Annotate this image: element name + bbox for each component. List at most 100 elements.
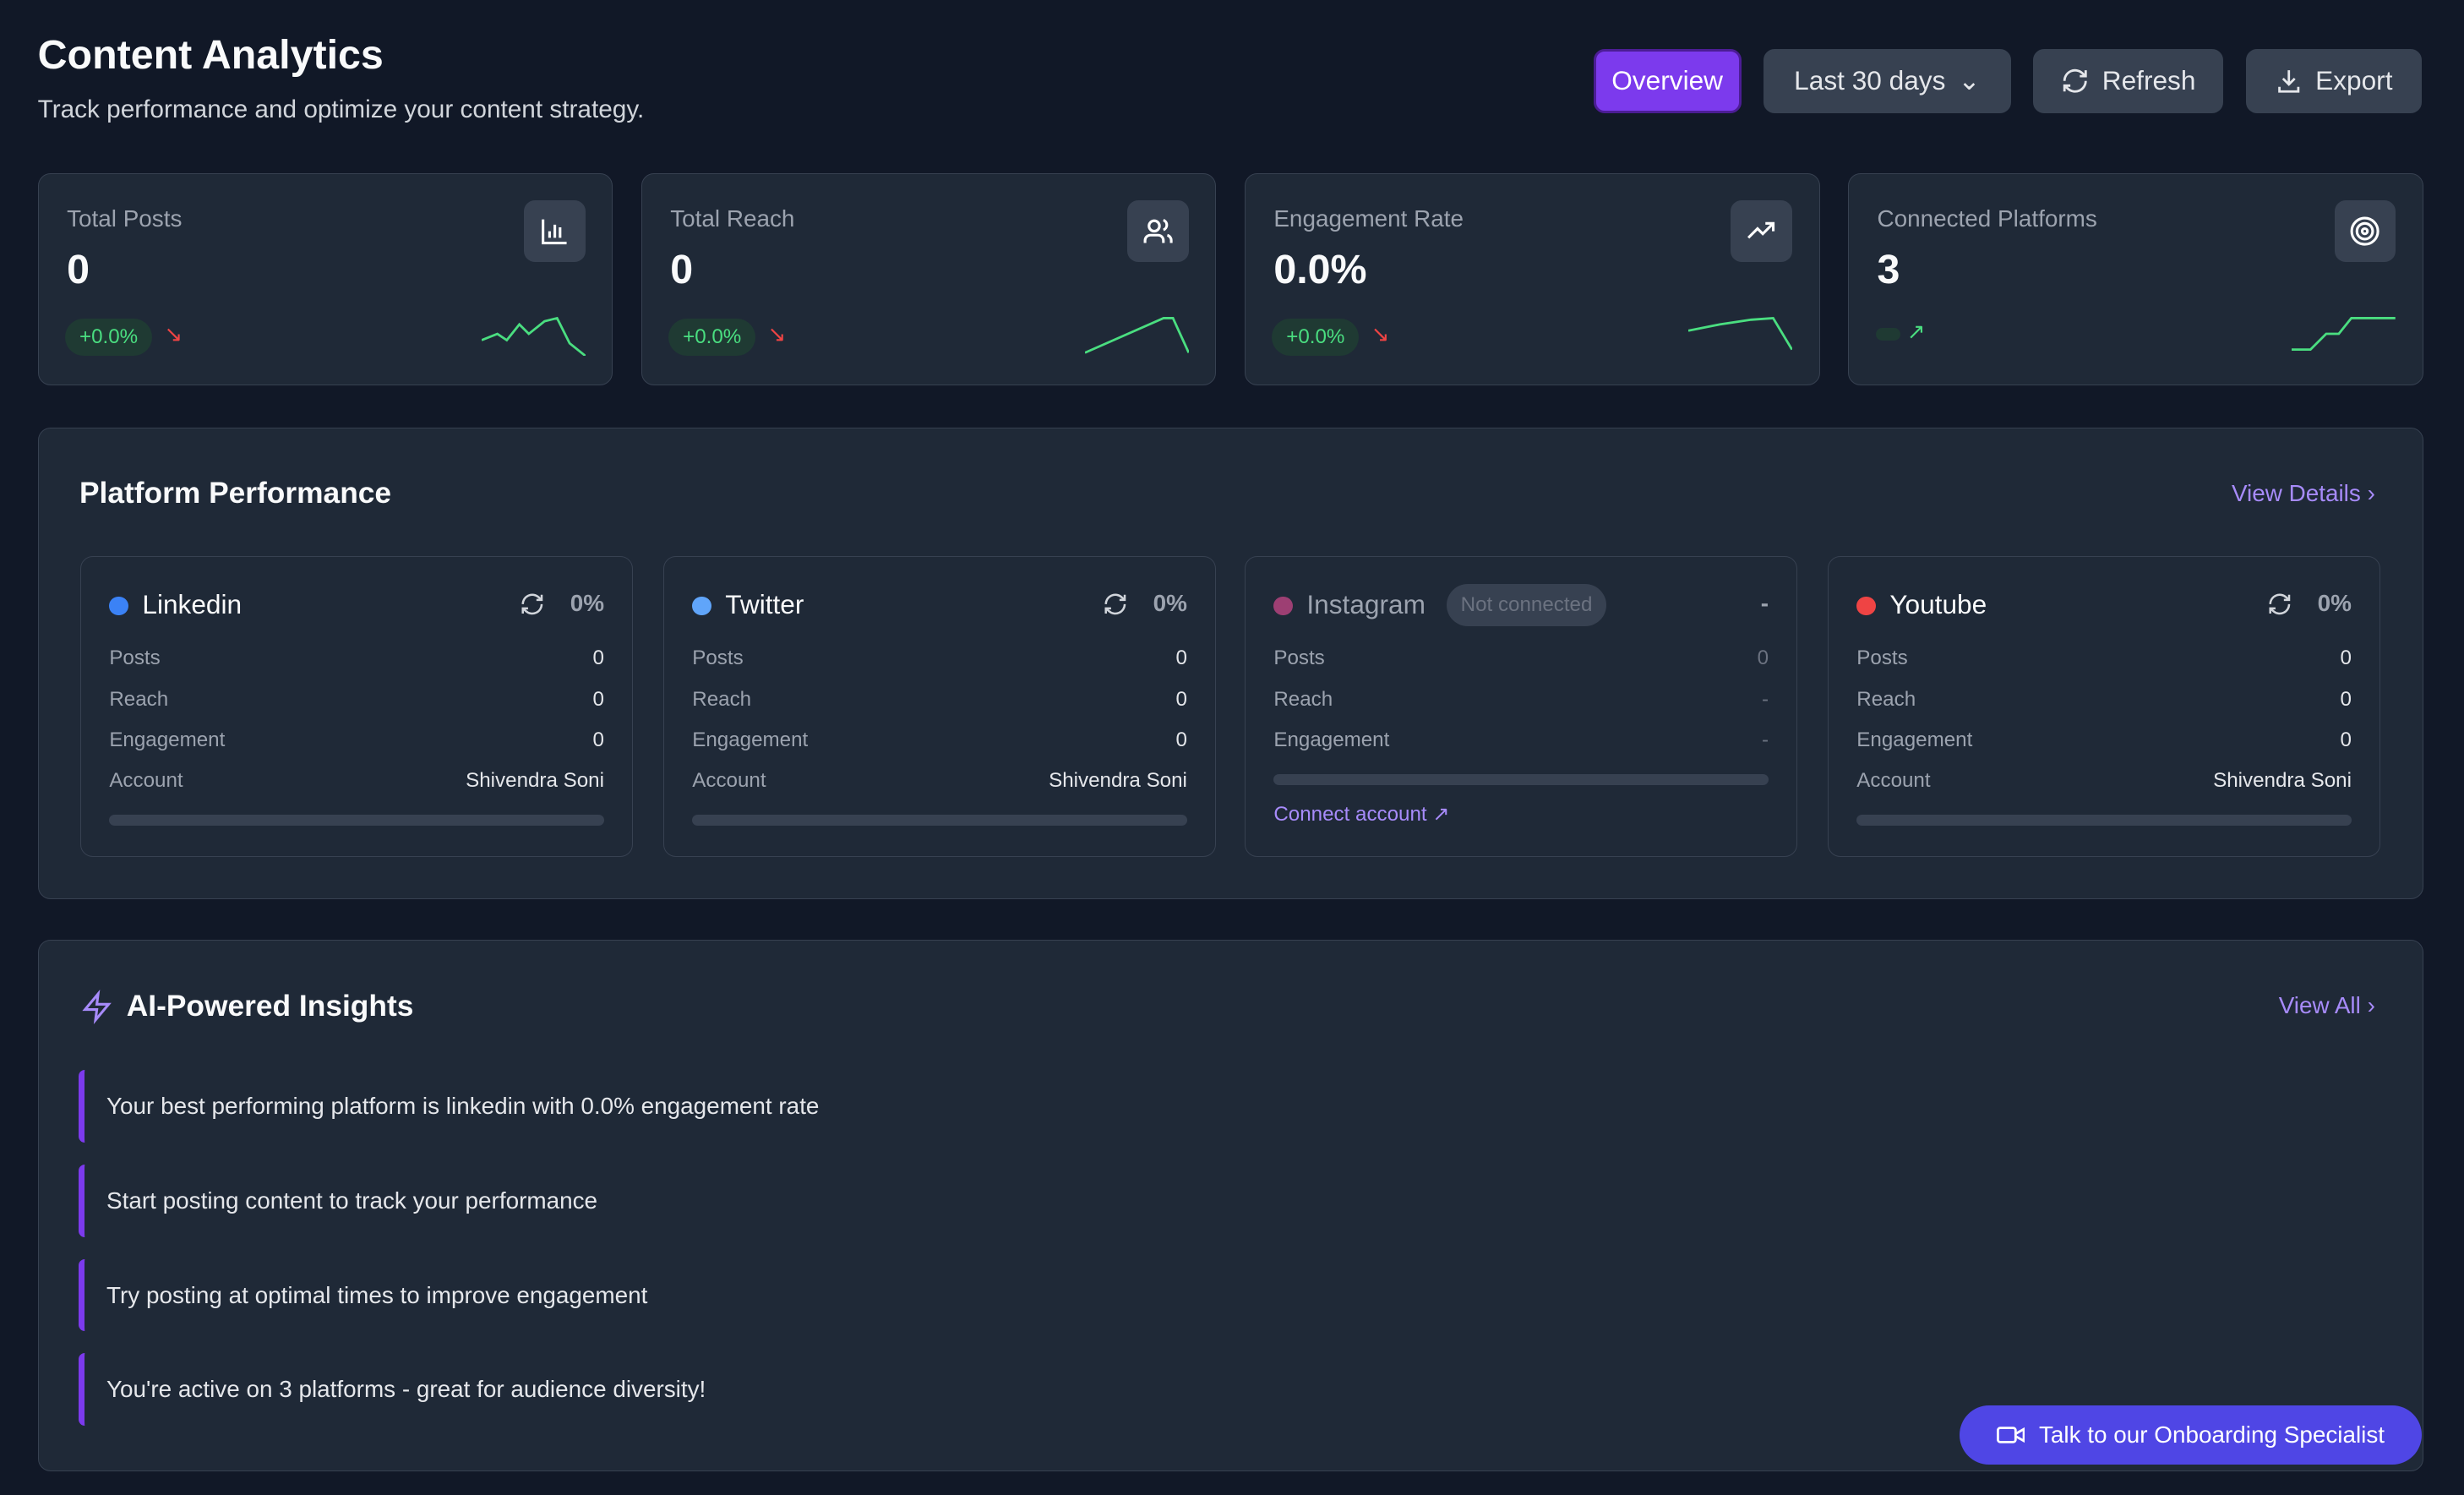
stat-change: +0.0% bbox=[668, 318, 755, 357]
metric-row-account: Account Shivendra Soni bbox=[1856, 769, 2352, 793]
stat-change: +0.0% bbox=[1272, 318, 1360, 357]
stat-value: 0 bbox=[67, 247, 90, 293]
metric-row-engagement: Engagement 0 bbox=[1856, 728, 2352, 752]
metric-label: Account bbox=[692, 769, 766, 793]
arrow-down-right-icon: ↘ bbox=[767, 321, 787, 347]
platform-percent: - bbox=[1760, 590, 1769, 617]
sync-icon[interactable] bbox=[2267, 592, 2292, 617]
users-icon bbox=[1127, 200, 1189, 262]
metric-row-reach: Reach 0 bbox=[1856, 688, 2352, 712]
platform-name: Instagram bbox=[1306, 588, 1426, 619]
trending-up-icon bbox=[1731, 200, 1792, 262]
date-range-select[interactable]: Last 30 days ⌄ bbox=[1763, 48, 2012, 113]
metric-value: Shivendra Soni bbox=[2213, 769, 2352, 793]
stat-label: Total Reach bbox=[670, 205, 795, 232]
metric-label: Posts bbox=[1273, 647, 1325, 670]
platform-percent: 0% bbox=[1153, 590, 1187, 617]
metric-label: Reach bbox=[692, 687, 752, 711]
metric-row-posts: Posts 0 bbox=[1273, 647, 1769, 670]
metric-value: 0 bbox=[592, 647, 604, 670]
chevron-right-icon: › bbox=[2367, 480, 2375, 507]
metric-value: 0 bbox=[592, 687, 604, 711]
platform-percent: 0% bbox=[570, 590, 604, 617]
lightning-icon bbox=[82, 989, 112, 1024]
metric-row-posts: Posts 0 bbox=[109, 647, 604, 670]
metric-row-account: Account Shivendra Soni bbox=[692, 769, 1187, 793]
stat-value: 3 bbox=[1877, 247, 1900, 293]
platform-name: Youtube bbox=[1889, 588, 1987, 619]
section-title: Platform Performance bbox=[79, 477, 392, 510]
metric-label: Engagement bbox=[692, 728, 809, 752]
chevron-right-icon: › bbox=[2367, 992, 2375, 1019]
platform-color-dot bbox=[1856, 596, 1876, 616]
metric-row-posts: Posts 0 bbox=[692, 647, 1187, 670]
platform-percent: 0% bbox=[2317, 590, 2352, 617]
external-link-icon: ↗ bbox=[1432, 803, 1450, 827]
metric-label: Posts bbox=[109, 647, 161, 670]
connect-account-link[interactable]: Connect account ↗ bbox=[1273, 802, 1449, 827]
download-icon bbox=[2277, 70, 2300, 93]
stat-change: +0.0% bbox=[65, 318, 152, 357]
metric-value: Shivendra Soni bbox=[466, 769, 604, 793]
sparkline bbox=[1688, 317, 1792, 351]
platform-color-dot bbox=[692, 596, 711, 616]
sync-icon[interactable] bbox=[1103, 592, 1128, 617]
insight-item: Try posting at optimal times to improve … bbox=[78, 1258, 2279, 1332]
insight-item: You're active on 3 platforms - great for… bbox=[78, 1353, 2279, 1426]
metric-label: Reach bbox=[109, 687, 169, 711]
metric-value: 0 bbox=[1175, 687, 1187, 711]
platform-name: Linkedin bbox=[142, 588, 243, 619]
metric-row-engagement: Engagement 0 bbox=[692, 728, 1187, 752]
stat-label: Engagement Rate bbox=[1273, 205, 1464, 232]
refresh-label: Refresh bbox=[2101, 65, 2196, 96]
overview-label: Overview bbox=[1611, 65, 1723, 96]
platform-card-instagram: Instagram Not connected - Posts 0 Reach - Engag… bbox=[1244, 556, 1798, 857]
progress-bar bbox=[692, 815, 1187, 827]
refresh-button[interactable]: Refresh bbox=[2033, 48, 2224, 113]
arrow-down-right-icon: ↘ bbox=[1371, 321, 1390, 347]
metric-value: 0 bbox=[1175, 728, 1187, 752]
view-details-link[interactable]: View Details › bbox=[2232, 480, 2375, 507]
metric-label: Engagement bbox=[109, 728, 226, 752]
sparkline bbox=[1085, 317, 1189, 354]
onboarding-specialist-button[interactable]: Talk to our Onboarding Specialist bbox=[1960, 1405, 2422, 1465]
sparkline bbox=[481, 317, 586, 357]
platform-card-twitter: Twitter 0% Posts 0 Reach 0 Engagement 0 Account S… bbox=[662, 556, 1217, 857]
metric-value: 0 bbox=[2340, 687, 2352, 711]
refresh-icon bbox=[2063, 68, 2088, 93]
platform-name: Twitter bbox=[725, 588, 804, 619]
arrow-down-right-icon: ↘ bbox=[164, 321, 183, 347]
page-subtitle: Track performance and optimize your cont… bbox=[37, 95, 645, 124]
specialist-label: Talk to our Onboarding Specialist bbox=[2038, 1421, 2385, 1448]
metric-row-engagement: Engagement 0 bbox=[109, 728, 604, 752]
section-title: AI-Powered Insights bbox=[126, 989, 414, 1023]
status-badge: Not connected bbox=[1446, 583, 1607, 627]
progress-bar bbox=[1856, 815, 2352, 827]
metric-label: Account bbox=[1856, 769, 1931, 793]
metric-value: - bbox=[1761, 687, 1769, 711]
metric-row-reach: Reach - bbox=[1273, 688, 1769, 712]
metric-row-posts: Posts 0 bbox=[1856, 647, 2352, 670]
overview-button[interactable]: Overview bbox=[1593, 48, 1742, 113]
metric-row-reach: Reach 0 bbox=[692, 688, 1187, 712]
view-all-link[interactable]: View All › bbox=[2279, 992, 2375, 1019]
stat-value: 0.0% bbox=[1273, 247, 1367, 293]
metric-label: Engagement bbox=[1273, 728, 1390, 752]
platform-color-dot bbox=[1273, 596, 1293, 616]
progress-bar bbox=[109, 815, 604, 827]
stat-label: Connected Platforms bbox=[1877, 205, 2097, 232]
video-icon bbox=[1996, 1427, 2025, 1443]
view-all-label: View All bbox=[2278, 992, 2361, 1019]
date-range-label: Last 30 days bbox=[1794, 65, 1946, 96]
connect-label: Connect account bbox=[1273, 803, 1427, 827]
sync-icon[interactable] bbox=[520, 592, 545, 617]
metric-value: 0 bbox=[1175, 647, 1187, 670]
metric-value: 0 bbox=[1757, 647, 1769, 670]
platform-card-linkedin: Linkedin 0% Posts 0 Reach 0 Engagement 0 Account… bbox=[79, 556, 634, 857]
metric-label: Posts bbox=[692, 647, 744, 670]
stat-value: 0 bbox=[670, 247, 694, 293]
export-button[interactable]: Export bbox=[2245, 48, 2422, 113]
metric-value: 0 bbox=[592, 728, 604, 752]
stat-label: Total Posts bbox=[67, 205, 183, 232]
metric-value: - bbox=[1761, 728, 1769, 752]
